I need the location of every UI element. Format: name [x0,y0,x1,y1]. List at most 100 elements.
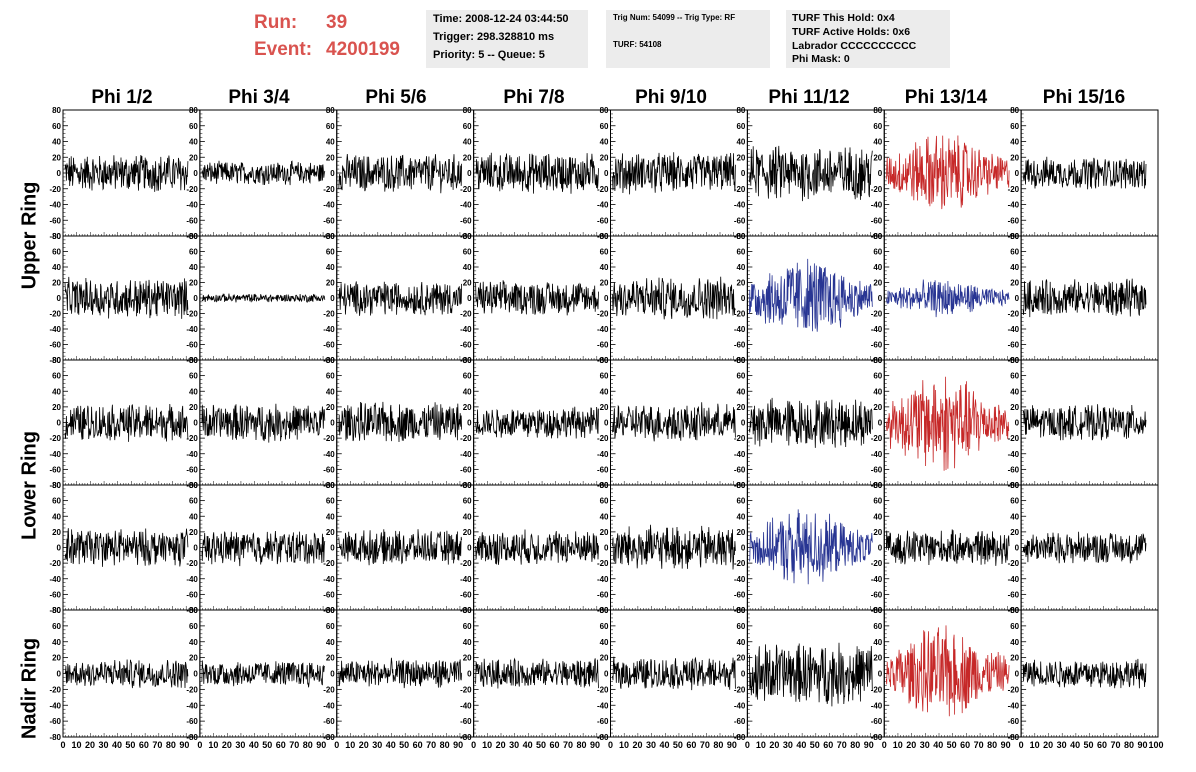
y-tick-label: 0 [57,670,62,679]
y-tick-label: 40 [326,387,335,396]
x-tick-label: 30 [920,740,930,750]
y-tick-label: 0 [57,294,62,303]
x-tick-label: 50 [947,740,957,750]
labrador-text: Labrador CCCCCCCCCC [792,40,917,52]
waveform-trace [885,625,1010,717]
y-tick-label: 60 [52,248,61,257]
waveform-trace [1022,404,1147,441]
y-tick-label: 40 [736,638,745,647]
y-tick-label: -20 [186,685,198,694]
y-tick-label: 40 [463,263,472,272]
y-tick-label: 40 [873,387,882,396]
x-tick-label: 60 [550,740,560,750]
x-tick-label: 30 [372,740,382,750]
y-tick-label: -80 [597,733,609,742]
y-tick-label: 0 [467,169,472,178]
y-tick-label: -20 [734,685,746,694]
priority-text: Priority: 5 -- Queue: 5 [433,49,545,61]
x-tick-label: 30 [98,740,108,750]
y-tick-label: 20 [463,403,472,412]
event-value: 4200199 [326,39,400,60]
y-tick-label: 80 [736,481,745,490]
x-tick-label: 30 [783,740,793,750]
y-tick-label: -20 [323,559,335,568]
y-tick-label: -40 [186,575,198,584]
waveform-trace [475,657,599,689]
y-tick-label: -20 [49,185,61,194]
y-tick-label: 80 [600,106,609,115]
y-tick-label: 60 [189,248,198,257]
y-tick-label: 20 [326,654,335,663]
y-tick-label: 20 [463,279,472,288]
y-tick-label: 0 [330,169,335,178]
y-tick-label: -80 [734,733,746,742]
waveform-trace [1022,531,1147,564]
y-tick-label: 60 [1010,622,1019,631]
y-tick-label: 20 [600,153,609,162]
y-tick-label: -60 [1008,590,1020,599]
y-tick-label: -60 [186,341,198,350]
y-tick-label: -40 [186,201,198,210]
y-tick-label: -20 [871,559,883,568]
y-tick-label: 80 [873,106,882,115]
x-tick-label: 60 [823,740,833,750]
y-tick-label: -40 [1008,201,1020,210]
y-tick-label: 20 [600,403,609,412]
y-tick-label: -60 [1008,341,1020,350]
waveform-trace [201,403,326,443]
y-tick-label: -40 [460,701,472,710]
y-tick-label: 40 [52,638,61,647]
y-tick-label: -20 [871,685,883,694]
y-tick-label: 20 [1010,654,1019,663]
x-tick-label: 0 [882,740,887,750]
y-tick-label: -60 [460,341,472,350]
y-tick-label: -20 [323,685,335,694]
waveform-trace [612,152,736,195]
x-tick-label: 0 [334,740,339,750]
y-tick-label: 20 [52,279,61,288]
y-tick-label: 80 [52,106,61,115]
waveform-trace [201,530,326,567]
y-tick-label: -20 [1008,185,1020,194]
y-tick-label: 0 [193,544,198,553]
y-tick-label: -80 [49,606,61,615]
y-tick-label: 40 [463,512,472,521]
y-tick-label: 60 [1010,248,1019,257]
y-tick-label: -80 [186,733,198,742]
x-tick-label: 10 [345,740,355,750]
y-tick-label: -60 [323,590,335,599]
y-tick-label: -40 [49,201,61,210]
x-tick-label: 70 [152,740,162,750]
waveform-trace [201,660,326,688]
time-info-panel: Time: 2008-12-24 03:44:50 Trigger: 298.3… [426,10,588,68]
y-tick-label: 80 [463,106,472,115]
turf-hold-text: TURF This Hold: 0x4 [792,12,895,24]
waveform-trace [885,529,1010,566]
y-tick-label: -60 [49,341,61,350]
x-tick-label: 60 [276,740,286,750]
x-tick-label: 70 [426,740,436,750]
x-tick-label: 40 [386,740,396,750]
y-tick-label: 60 [600,622,609,631]
y-tick-label: -60 [323,717,335,726]
x-tick-label: 90 [453,740,463,750]
y-tick-label: 60 [463,248,472,257]
y-tick-label: 20 [873,279,882,288]
y-tick-label: 40 [189,138,198,147]
x-tick-label: 40 [249,740,259,750]
y-tick-label: -40 [1008,325,1020,334]
y-tick-label: 60 [463,497,472,506]
waveform-trace [64,276,189,319]
x-tick-label: 0 [471,740,476,750]
y-tick-label: 40 [873,263,882,272]
y-tick-label: -40 [186,450,198,459]
y-tick-label: 40 [52,263,61,272]
y-tick-label: -40 [1008,575,1020,584]
x-tick-label: 40 [523,740,533,750]
y-tick-label: 0 [1015,670,1020,679]
trigger-text: Trigger: 298.328810 ms [433,31,555,43]
y-tick-label: -40 [734,450,746,459]
waveform-trace [338,153,462,194]
x-tick-label: 50 [399,740,409,750]
y-tick-label: 0 [330,294,335,303]
